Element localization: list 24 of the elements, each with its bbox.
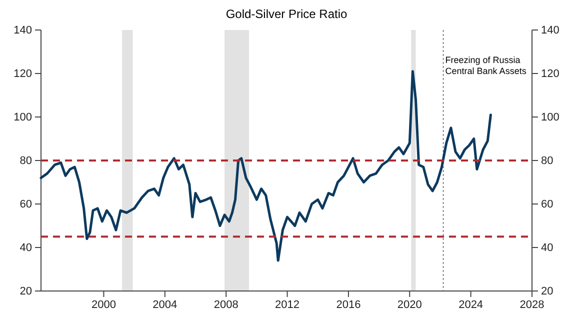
- x-tick-label: 2016: [336, 298, 361, 311]
- y-tick-label: 20: [20, 286, 32, 298]
- ref-line-label: Freezing of Russia Central Bank Assets: [445, 55, 527, 76]
- y-tick-label: 40: [20, 242, 32, 254]
- y-tick-label: 80: [20, 155, 32, 168]
- x-tick-label: 2012: [275, 298, 300, 311]
- x-tick-label: 2000: [91, 298, 116, 311]
- x-tick-label: 2008: [214, 298, 238, 311]
- y-tick-label: 120: [14, 68, 32, 80]
- y2-tick-label: 60: [541, 198, 554, 211]
- y-tick-label: 60: [20, 198, 32, 211]
- x-tick-label: 2004: [152, 298, 178, 311]
- y-tick-label: 140: [14, 24, 32, 37]
- y2-tick-label: 40: [541, 242, 554, 254]
- y2-tick-label: 140: [541, 24, 560, 37]
- x-tick-label: 2024: [458, 298, 484, 311]
- x-tick-label: 2020: [397, 298, 422, 311]
- y2-tick-label: 20: [541, 286, 554, 298]
- x-tick-label: 2028: [520, 298, 544, 311]
- y2-tick-label: 120: [541, 68, 560, 80]
- y-tick-label: 100: [14, 112, 32, 124]
- y2-tick-label: 80: [541, 155, 554, 168]
- y2-tick-label: 100: [541, 112, 560, 124]
- chart-title: Gold-Silver Price Ratio: [226, 7, 348, 21]
